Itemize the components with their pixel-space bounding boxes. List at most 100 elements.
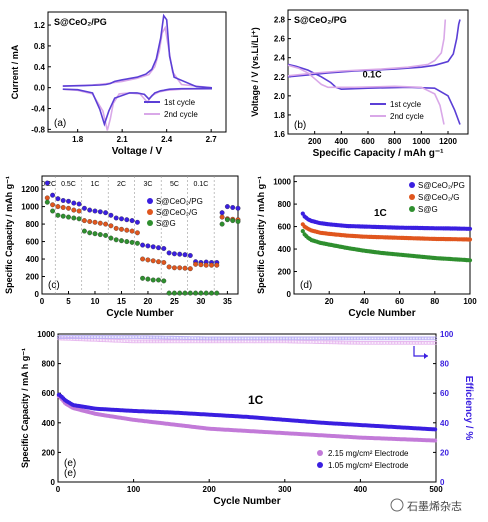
rate-annotation: 1C bbox=[248, 393, 264, 407]
legend-marker bbox=[317, 462, 323, 468]
efficiency-point bbox=[431, 340, 436, 345]
y2-axis-label: Efficiency / % bbox=[463, 376, 474, 441]
y2-tick-label: 80 bbox=[440, 360, 449, 369]
data-point bbox=[134, 219, 140, 225]
y-tick-label: 2.0 bbox=[274, 92, 286, 101]
x-tick-label: 500 bbox=[429, 485, 443, 494]
data-point bbox=[113, 237, 119, 243]
y-tick-label: 200 bbox=[42, 448, 56, 457]
x-tick-label: 200 bbox=[203, 485, 217, 494]
data-point bbox=[103, 232, 109, 238]
data-point bbox=[134, 240, 140, 246]
x-tick-label: 1.8 bbox=[72, 135, 84, 144]
data-point bbox=[55, 196, 61, 202]
efficiency-arrow-icon bbox=[413, 346, 428, 357]
data-point bbox=[187, 290, 193, 296]
rate-label: 0.5C bbox=[61, 181, 76, 188]
data-point bbox=[171, 290, 177, 296]
data-point bbox=[44, 180, 50, 186]
data-point bbox=[140, 256, 146, 262]
data-point bbox=[171, 265, 177, 271]
rate-annotation: 1C bbox=[374, 208, 387, 219]
data-point bbox=[224, 204, 230, 210]
x-tick-label: 100 bbox=[463, 297, 477, 306]
data-point bbox=[140, 275, 146, 281]
legend-label: S@CeO₂/G bbox=[156, 208, 197, 217]
panel-label: (c) bbox=[48, 280, 60, 291]
data-point bbox=[145, 276, 151, 282]
data-point bbox=[171, 251, 177, 257]
data-point bbox=[124, 239, 130, 245]
x-axis-label: Specific Capacity / mAh g⁻¹ bbox=[313, 148, 445, 159]
legend-label: 1.05 mg/cm² Electrode bbox=[328, 461, 409, 470]
y-tick-label: 2.6 bbox=[274, 35, 286, 44]
data-point bbox=[193, 261, 199, 267]
y-tick-label: 2.4 bbox=[274, 54, 286, 63]
capacity-point bbox=[433, 427, 438, 432]
data-point bbox=[219, 221, 225, 227]
data-point bbox=[50, 202, 56, 208]
data-point bbox=[182, 252, 188, 258]
y-axis-label: Specific Capacity / mAh g⁻¹ bbox=[4, 176, 14, 294]
plot-frame bbox=[287, 9, 469, 135]
series-line-2nd-cycle bbox=[287, 19, 447, 77]
data-point bbox=[81, 218, 87, 224]
legend-label: 1st cycle bbox=[164, 98, 196, 107]
y2-tick-label: 60 bbox=[440, 389, 449, 398]
data-point bbox=[300, 229, 305, 234]
y-tick-label: 800 bbox=[26, 220, 40, 229]
data-point bbox=[209, 262, 214, 268]
data-point bbox=[71, 207, 77, 213]
data-point bbox=[103, 221, 109, 227]
data-point bbox=[156, 277, 161, 283]
data-point bbox=[166, 290, 172, 296]
y-tick-label: 200 bbox=[278, 268, 292, 277]
data-point bbox=[92, 208, 98, 214]
legend-label: S@CeO₂/PG bbox=[156, 197, 203, 206]
panel-title: S@CeO₂/PG bbox=[54, 17, 107, 27]
y-tick-label: 1.8 bbox=[274, 111, 286, 120]
panel-label: (d) bbox=[300, 280, 312, 291]
data-point bbox=[66, 198, 71, 204]
data-point bbox=[108, 212, 114, 218]
data-point bbox=[71, 215, 77, 221]
x-tick-label: 400 bbox=[354, 485, 368, 494]
data-point bbox=[44, 195, 50, 201]
y-tick-label: 2.8 bbox=[274, 16, 286, 25]
legend-label: 2.15 mg/cm² Electrode bbox=[328, 449, 409, 458]
y-tick-label: -0.8 bbox=[31, 125, 45, 134]
x-tick-label: 25 bbox=[170, 297, 179, 306]
y-tick-label: 1000 bbox=[37, 330, 55, 339]
data-point bbox=[219, 210, 225, 216]
y-tick-label: 1000 bbox=[273, 178, 291, 187]
watermark: 石墨烯杂志 bbox=[390, 498, 462, 513]
x-tick-label: 2.4 bbox=[161, 135, 173, 144]
x-tick-label: 800 bbox=[388, 137, 402, 146]
panel-label: (e) bbox=[64, 468, 76, 479]
data-point bbox=[166, 250, 172, 256]
y-tick-label: 1.2 bbox=[34, 21, 46, 30]
data-point bbox=[150, 244, 156, 250]
legend-label: S@G bbox=[418, 205, 438, 214]
data-point bbox=[81, 228, 87, 234]
data-point bbox=[219, 214, 225, 220]
y-tick-label: -0.4 bbox=[31, 105, 45, 114]
y-tick-label: 800 bbox=[278, 200, 292, 209]
x-tick-label: 60 bbox=[395, 297, 404, 306]
plot-frame bbox=[57, 333, 437, 483]
data-point bbox=[119, 216, 124, 222]
y-tick-label: 600 bbox=[26, 238, 40, 247]
y-axis-label: Specific Capacity / mA h g⁻¹ bbox=[20, 348, 30, 468]
data-point bbox=[467, 226, 473, 231]
data-point bbox=[177, 251, 183, 257]
data-point bbox=[87, 207, 93, 213]
data-point bbox=[71, 200, 77, 206]
data-point bbox=[203, 290, 209, 296]
data-point bbox=[150, 258, 156, 264]
y-tick-label: 0 bbox=[35, 290, 40, 299]
efficiency-point bbox=[431, 336, 436, 341]
x-tick-label: 100 bbox=[127, 485, 141, 494]
panel-title: S@CeO₂/PG bbox=[294, 15, 347, 25]
data-point bbox=[177, 265, 183, 271]
